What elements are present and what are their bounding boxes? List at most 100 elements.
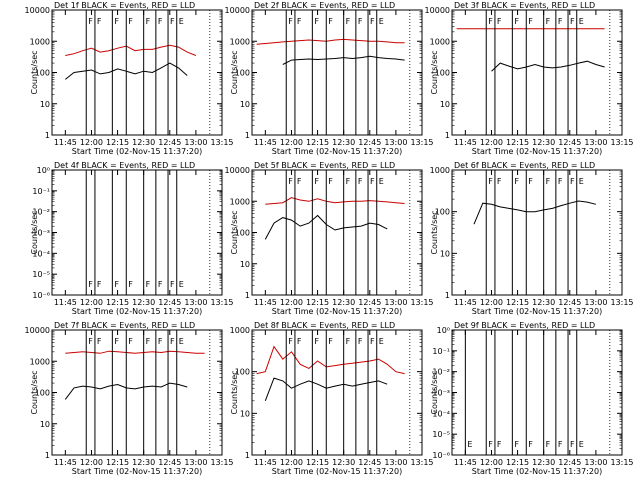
x-tick-label: 13:00 bbox=[584, 298, 607, 307]
y-tick-label: 10⁻⁶ bbox=[432, 451, 450, 460]
panel-det-9f: Det 9f BLACK = Events, RED = LLD 10⁻⁶ 10⁻⁵… bbox=[430, 321, 634, 476]
y-axis-label: Counts/sec bbox=[430, 210, 439, 254]
x-axis-label: Start Time (02-Nov-15 11:37:20) bbox=[272, 467, 402, 476]
y-tick-label: 10⁻³ bbox=[432, 389, 450, 398]
x-tick-label: 13:00 bbox=[184, 298, 207, 307]
y-tick-label: 10000 bbox=[25, 6, 50, 15]
flag-label: F bbox=[488, 440, 493, 449]
flag-label: E bbox=[579, 440, 584, 449]
panel-det-8f: Det 8f BLACK = Events, RED = LLD 1 10 100 10… bbox=[230, 321, 434, 476]
y-tick-label: 10 bbox=[240, 260, 250, 269]
flag-label: F bbox=[114, 337, 119, 346]
panel-title: Det 1f BLACK = Events, RED = LLD bbox=[54, 1, 195, 10]
flag-label: F bbox=[97, 337, 102, 346]
y-axis-label: Counts/sec bbox=[30, 370, 39, 414]
plot-frame bbox=[251, 169, 423, 296]
flag-label: F bbox=[528, 17, 533, 26]
y-tick-label: 100 bbox=[435, 69, 450, 78]
plot-frame bbox=[451, 169, 623, 296]
flag-label: F bbox=[346, 337, 351, 346]
y-tick-label: 10⁻⁵ bbox=[432, 430, 450, 439]
flag-label: F bbox=[370, 17, 375, 26]
y-axis-label: Counts/sec bbox=[430, 50, 439, 94]
y-tick-label: 10⁰ bbox=[37, 166, 50, 175]
lld-series-line bbox=[256, 38, 405, 45]
x-tick-label: 12:00 bbox=[280, 298, 303, 307]
y-tick-label: 10⁻² bbox=[432, 368, 450, 377]
flag-label: F bbox=[570, 17, 575, 26]
x-tick-label: 12:00 bbox=[480, 138, 503, 147]
panel-det-2f: Det 2f BLACK = Events, RED = LLD 1 10 100 10… bbox=[225, 1, 434, 156]
x-tick-label: 12:45 bbox=[158, 138, 181, 147]
panel-title: Det 7f BLACK = Events, RED = LLD bbox=[54, 321, 195, 330]
x-tick-label: 11:45 bbox=[454, 298, 477, 307]
flag-label: F bbox=[128, 280, 133, 289]
y-tick-label: 1 bbox=[245, 291, 250, 300]
x-tick-label: 13:00 bbox=[184, 138, 207, 147]
flag-label: F bbox=[314, 337, 319, 346]
x-tick-label: 11:45 bbox=[54, 138, 77, 147]
panel-title: Det 8f BLACK = Events, RED = LLD bbox=[254, 321, 395, 330]
panel-title: Det 2f BLACK = Events, RED = LLD bbox=[254, 1, 395, 10]
x-axis-label: Start Time (02-Nov-15 11:37:20) bbox=[472, 467, 602, 476]
flag-label: F bbox=[146, 280, 151, 289]
y-axis-label: Counts/sec bbox=[430, 370, 439, 414]
y-tick-label: 1 bbox=[445, 291, 450, 300]
flag-label: F bbox=[97, 17, 102, 26]
y-tick-label: 10000 bbox=[425, 6, 450, 15]
x-tick-label: 13:15 bbox=[410, 298, 433, 307]
x-tick-label: 11:45 bbox=[254, 458, 277, 467]
y-tick-label: 10⁻¹ bbox=[32, 187, 50, 196]
y-tick-label: 1000 bbox=[230, 197, 250, 206]
x-tick-label: 12:15 bbox=[306, 138, 329, 147]
flag-label: F bbox=[570, 177, 575, 186]
y-tick-label: 1 bbox=[245, 451, 250, 460]
lld-series-line bbox=[65, 350, 205, 354]
x-tick-label: 11:45 bbox=[54, 298, 77, 307]
flag-label: F bbox=[114, 280, 119, 289]
flag-label: F bbox=[128, 337, 133, 346]
flag-label: F bbox=[158, 280, 163, 289]
lld-series-line bbox=[65, 44, 197, 56]
y-tick-label: 10000 bbox=[25, 326, 50, 335]
flag-label: F bbox=[146, 337, 151, 346]
flag-label: F bbox=[158, 17, 163, 26]
y-tick-label: 10⁰ bbox=[437, 326, 450, 335]
flag-label: F bbox=[546, 17, 551, 26]
flag-label: E bbox=[379, 17, 384, 26]
flag-label: F bbox=[170, 337, 175, 346]
x-tick-label: 12:30 bbox=[532, 298, 555, 307]
flag-label: F bbox=[514, 440, 519, 449]
x-tick-label: 12:00 bbox=[80, 138, 103, 147]
y-tick-label: 10 bbox=[440, 249, 450, 258]
x-tick-label: 13:00 bbox=[384, 138, 407, 147]
flag-label: F bbox=[358, 337, 363, 346]
panel-det-6f: Det 6f BLACK = Events, RED = LLD 1 10 100 10… bbox=[430, 161, 634, 316]
flag-label: F bbox=[558, 440, 563, 449]
x-tick-label: 13:15 bbox=[610, 138, 633, 147]
flag-label: F bbox=[370, 177, 375, 186]
x-tick-label: 13:00 bbox=[584, 458, 607, 467]
flag-label: F bbox=[497, 17, 502, 26]
x-tick-label: 13:15 bbox=[610, 298, 633, 307]
x-tick-label: 12:30 bbox=[532, 138, 555, 147]
x-tick-label: 11:45 bbox=[254, 138, 277, 147]
flag-label: F bbox=[546, 177, 551, 186]
panel-det-7f: Det 7f BLACK = Events, RED = LLD 1 10 100 10… bbox=[25, 321, 234, 476]
flag-label: F bbox=[328, 17, 333, 26]
y-axis-label: Counts/sec bbox=[230, 50, 239, 94]
y-tick-label: 100 bbox=[435, 208, 450, 217]
x-tick-label: 12:30 bbox=[132, 298, 155, 307]
flag-label: E bbox=[467, 440, 472, 449]
x-tick-label: 12:15 bbox=[106, 298, 129, 307]
y-axis-label: Counts/sec bbox=[30, 210, 39, 254]
plot-frame bbox=[51, 169, 223, 296]
y-tick-label: 10 bbox=[240, 409, 250, 418]
events-series-line bbox=[491, 60, 605, 72]
x-tick-label: 13:15 bbox=[610, 458, 633, 467]
plot-frame bbox=[51, 9, 223, 136]
x-tick-label: 12:00 bbox=[80, 298, 103, 307]
flag-label: F bbox=[297, 17, 302, 26]
y-tick-label: 10⁻³ bbox=[32, 229, 50, 238]
